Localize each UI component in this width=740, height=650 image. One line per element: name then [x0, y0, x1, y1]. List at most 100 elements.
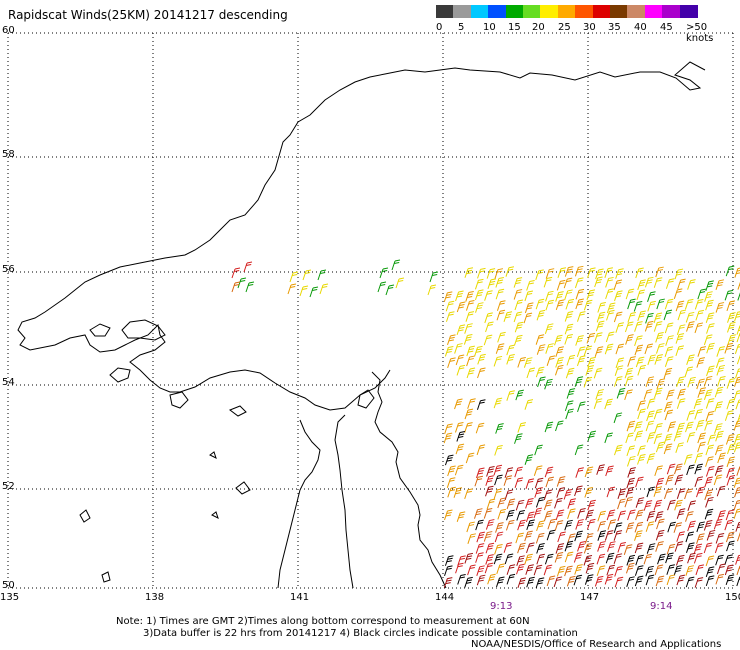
wind-barb	[504, 553, 514, 565]
wind-barb	[505, 266, 515, 277]
wind-barb	[454, 421, 464, 433]
wind-barb	[587, 267, 596, 279]
wind-barb	[687, 279, 696, 290]
wind-barb	[503, 311, 513, 322]
wind-barb	[696, 533, 705, 544]
wind-barb	[575, 467, 584, 478]
wind-barb	[717, 510, 726, 521]
wind-barb	[703, 520, 713, 531]
wind-barb	[674, 463, 683, 475]
colorbar-label: 25	[558, 22, 571, 33]
wind-barb	[734, 376, 740, 387]
wind-barb	[546, 575, 556, 587]
wind-barb	[523, 357, 533, 368]
wind-barb	[654, 354, 663, 365]
wind-barb	[675, 345, 685, 357]
wind-barb	[626, 420, 636, 432]
wind-barb	[715, 554, 724, 566]
wind-barb	[704, 291, 713, 302]
wind-barb	[727, 443, 736, 455]
wind-barb	[456, 324, 466, 336]
wind-barb	[574, 530, 583, 542]
wind-barb	[524, 399, 534, 410]
wind-barb	[483, 334, 493, 346]
wind-barb	[573, 574, 583, 586]
colorbar-swatch	[679, 5, 698, 18]
wind-barb	[525, 564, 534, 575]
wind-barb	[685, 576, 695, 588]
wind-barb	[604, 343, 614, 355]
wind-barb	[673, 565, 683, 576]
wind-barb	[485, 321, 494, 333]
wind-barb	[653, 312, 663, 324]
wind-barb	[674, 541, 684, 552]
wind-barb	[575, 288, 585, 300]
wind-barb	[494, 474, 503, 486]
wind-barb	[676, 574, 686, 586]
wind-barb	[594, 575, 604, 587]
wind-barb	[477, 367, 486, 379]
wind-barb	[633, 301, 643, 312]
wind-barb	[515, 499, 525, 511]
wind-barb	[484, 312, 493, 324]
wind-barb	[605, 288, 614, 300]
wind-barb	[565, 367, 575, 379]
wind-barb	[465, 291, 474, 302]
wind-barb	[485, 519, 495, 530]
wind-barb	[663, 433, 673, 445]
wind-barb	[444, 509, 453, 521]
wind-barb	[695, 564, 705, 576]
wind-barb	[497, 331, 506, 343]
wind-barb	[574, 485, 583, 497]
wind-barb	[663, 367, 673, 379]
wind-barb	[646, 453, 656, 464]
wind-barb	[447, 334, 456, 346]
wind-barb	[653, 433, 663, 445]
wind-barb	[447, 486, 456, 498]
wind-barb	[535, 532, 545, 544]
wind-barb	[653, 486, 663, 497]
wind-barb	[555, 509, 565, 521]
shantar-island	[121, 319, 166, 341]
wind-barb	[525, 478, 535, 489]
wind-barb	[535, 298, 545, 310]
wind-barb	[577, 540, 586, 552]
wind-barb	[309, 286, 319, 298]
wind-barb	[664, 488, 673, 500]
wind-barb	[705, 575, 715, 587]
latitude-label: 58	[2, 149, 15, 160]
wind-barb	[625, 334, 634, 345]
small-island-6	[211, 511, 219, 519]
wind-barb	[563, 277, 573, 289]
wind-barb	[593, 367, 603, 379]
wind-barb	[455, 354, 465, 366]
colorbar-swatch	[592, 5, 611, 18]
time-label: 9:13	[490, 601, 513, 612]
wind-barb	[634, 344, 644, 356]
wind-barb	[379, 267, 389, 279]
note-line-3: NOAA/NESDIS/Office of Research and Appli…	[471, 639, 722, 650]
wind-barb	[533, 507, 543, 519]
wind-barb	[577, 508, 586, 519]
wind-barb	[637, 310, 646, 322]
wind-barb	[445, 300, 455, 312]
wind-barb	[496, 563, 505, 575]
wind-barb	[543, 499, 553, 511]
wind-barb	[391, 259, 401, 271]
colorbar-label: 10	[483, 22, 496, 33]
wind-barb	[616, 387, 626, 399]
wind-barb	[675, 442, 684, 453]
wind-barb	[485, 542, 495, 554]
wind-barb	[483, 531, 493, 542]
wind-barb	[594, 276, 603, 288]
wind-barb	[694, 463, 703, 475]
wind-barb	[697, 387, 707, 398]
wind-barb	[287, 283, 297, 295]
wind-barb	[586, 518, 596, 530]
wind-barb	[466, 355, 475, 367]
wind-barb	[625, 486, 635, 498]
wind-barb	[483, 508, 493, 519]
wind-barb	[637, 408, 646, 420]
wind-barb	[503, 475, 513, 486]
wind-barb	[583, 554, 593, 566]
